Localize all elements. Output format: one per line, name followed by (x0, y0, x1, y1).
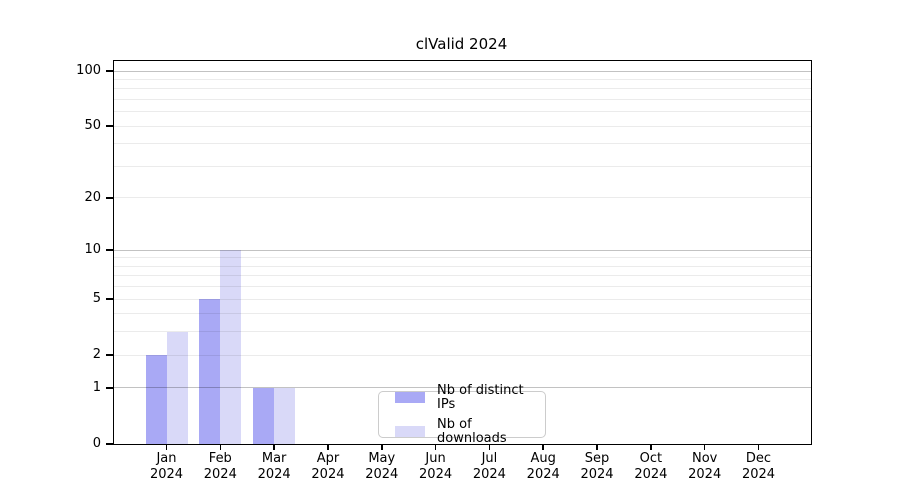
x-tick (650, 444, 652, 450)
gridline-minor (114, 313, 811, 315)
y-tick-label: 20 (84, 189, 101, 205)
gridline-minor (114, 88, 811, 90)
gridline-minor (114, 98, 811, 100)
x-tick-month: Jan (156, 451, 177, 466)
x-tick (219, 444, 222, 450)
x-tick (165, 444, 168, 450)
x-tick-year: 2024 (688, 467, 722, 482)
x-tick-month: Nov (691, 451, 718, 466)
y-tick (106, 249, 114, 251)
x-tick (381, 444, 383, 450)
x-tick-label: May 2024 (354, 451, 410, 483)
y-tick (106, 197, 114, 199)
x-tick-label: Jun 2024 (408, 451, 464, 483)
x-tick-month: Aug (530, 451, 556, 466)
chart-title: clValid 2024 (415, 35, 508, 53)
gridline-major (114, 387, 811, 389)
x-tick-label: Apr 2024 (300, 451, 356, 483)
x-tick (434, 444, 437, 450)
x-tick-month: Feb (208, 451, 232, 466)
bar-downloads-jan (166, 331, 188, 444)
x-tick (273, 444, 275, 450)
legend-label-distinct-ips: Nb of distinct IPs (437, 382, 524, 412)
x-tick-label: Feb 2024 (192, 451, 248, 483)
x-tick-label: Aug 2024 (515, 451, 571, 483)
gridline-minor (114, 197, 811, 199)
x-tick-year: 2024 (311, 467, 345, 482)
gridline-major (114, 70, 811, 72)
gridline-minor (114, 354, 811, 356)
legend-label-downloads: Nb of downloads (437, 416, 507, 446)
y-tick-label: 5 (92, 291, 101, 307)
gridline-minor (114, 265, 811, 267)
legend-swatch-downloads (395, 426, 425, 437)
x-tick-year: 2024 (419, 467, 453, 482)
x-tick (703, 444, 706, 450)
y-tick-label: 2 (92, 347, 101, 363)
x-tick-year: 2024 (149, 467, 184, 482)
x-tick-year: 2024 (203, 467, 237, 482)
x-tick (596, 444, 598, 450)
x-tick-label: Nov 2024 (677, 451, 733, 483)
y-tick-label: 0 (92, 436, 101, 451)
x-tick-month: May (368, 451, 396, 466)
x-tick-year: 2024 (634, 467, 668, 482)
y-tick (106, 354, 114, 356)
y-tick-label: 50 (84, 118, 101, 134)
x-tick (488, 444, 491, 450)
x-tick-year: 2024 (472, 467, 506, 482)
bar-distinct-ips-jan (145, 355, 167, 444)
y-tick (106, 387, 114, 389)
x-tick-year: 2024 (741, 467, 776, 482)
gridline-minor (114, 331, 811, 333)
x-tick-month: Jun (425, 451, 446, 466)
y-tick (106, 443, 114, 445)
y-tick-label: 1 (92, 379, 101, 395)
bar-distinct-ips-mar (253, 387, 275, 444)
x-tick-month: Jul (481, 451, 498, 466)
y-tick-label: 100 (76, 63, 101, 78)
x-tick-year: 2024 (365, 467, 399, 482)
gridline-minor (114, 111, 811, 113)
y-tick (106, 70, 114, 72)
bar-downloads-feb (220, 250, 242, 444)
x-tick-month: Mar (261, 451, 287, 466)
x-tick-month: Oct (639, 451, 663, 466)
gridline-minor (114, 165, 811, 167)
y-tick-label: 10 (84, 242, 101, 258)
x-tick-label: Dec 2024 (731, 451, 787, 483)
x-tick-label: Oct 2024 (623, 451, 679, 483)
gridline-major (114, 249, 811, 251)
x-tick (327, 444, 329, 450)
gridline-minor (114, 125, 811, 127)
y-tick (106, 298, 114, 300)
legend-swatch-distinct-ips (395, 392, 425, 403)
x-tick (542, 444, 544, 450)
x-tick-year: 2024 (580, 467, 614, 482)
bar-downloads-mar (274, 387, 296, 444)
legend-item-distinct-ips: Nb of distinct IPs (395, 382, 545, 412)
gridline-minor (114, 298, 811, 300)
x-tick-label: Jul 2024 (461, 451, 517, 483)
gridline-minor (114, 78, 811, 80)
x-tick-label: Jan 2024 (139, 451, 195, 483)
gridline-minor (114, 257, 811, 259)
x-tick-label: Mar 2024 (246, 451, 302, 483)
y-tick (106, 125, 114, 127)
x-tick-label: Sep 2024 (569, 451, 625, 483)
x-tick (757, 444, 760, 450)
x-tick-year: 2024 (257, 467, 291, 482)
plot-area: 0 1 2 5 10 20 50 100 Jan 2024 Feb 2024 Mar 2024 Apr 202… (76, 60, 812, 482)
gridline-minor (114, 286, 811, 288)
x-tick-year: 2024 (526, 467, 560, 482)
legend: Nb of distinct IPs Nb of downloads (378, 383, 546, 445)
gridline-minor (114, 143, 811, 145)
gridline-minor (114, 275, 811, 277)
x-tick-month: Sep (584, 451, 610, 466)
x-tick-month: Dec (745, 451, 772, 466)
legend-item-downloads: Nb of downloads (395, 416, 545, 446)
bar-distinct-ips-feb (199, 299, 221, 444)
x-tick-month: Apr (316, 451, 340, 466)
